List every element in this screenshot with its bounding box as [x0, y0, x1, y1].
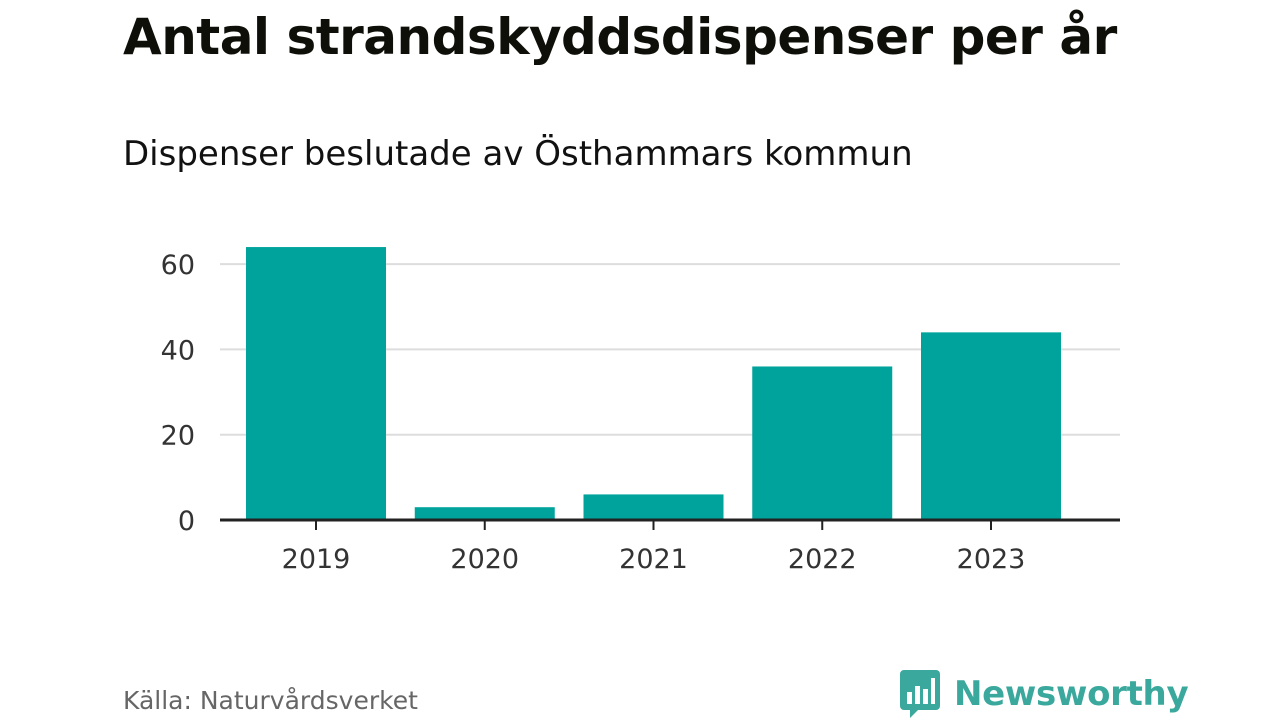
brand-name: Newsworthy [954, 674, 1189, 714]
x-tick-label: 2019 [282, 544, 351, 575]
bar-2022 [752, 366, 893, 520]
y-tick-label: 40 [161, 335, 195, 366]
y-tick-label: 20 [161, 421, 195, 452]
y-tick-label: 60 [161, 250, 195, 281]
bar-2023 [921, 332, 1061, 520]
tick-labels: 0 20 40 60 2019 2020 2021 2022 2023 [161, 250, 1026, 575]
axes [220, 518, 1120, 530]
chart-title: Antal strandskyddsdispenser per år [123, 8, 1117, 66]
bar-chart: 0 20 40 60 2019 2020 2021 2022 2023 [161, 247, 1120, 575]
brand-logo: Newsworthy [900, 669, 1189, 719]
chart-subtitle: Dispenser beslutade av Östhammars kommun [123, 134, 913, 174]
x-tick-label: 2023 [957, 544, 1026, 575]
x-tick-label: 2022 [788, 544, 857, 575]
y-tick-label: 0 [178, 506, 195, 537]
x-tick-label: 2021 [619, 544, 688, 575]
bar-2021 [583, 494, 724, 520]
bar-2019 [246, 247, 386, 520]
bar-chart-speech-bubble-icon [900, 670, 940, 718]
bars [246, 247, 1061, 520]
x-tick-label: 2020 [450, 544, 519, 575]
source-note: Källa: Naturvårdsverket [123, 686, 418, 715]
bar-2020 [414, 507, 555, 520]
